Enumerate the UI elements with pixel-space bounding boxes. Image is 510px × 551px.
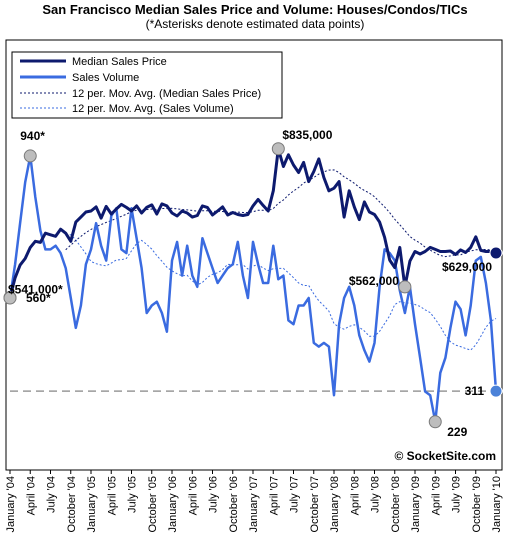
legend-label-volume-avg: 12 per. Mov. Avg. (Sales Volume) [72,103,234,115]
annotation-label: 311 [465,384,485,398]
x-tick-label: April '05 [106,476,118,515]
annotation-label: $541,000* [8,282,63,296]
x-tick-label: October '08 [390,476,402,533]
x-tick-label: October '07 [309,476,321,533]
x-tick-label: October '05 [147,476,159,533]
x-tick-label: October '04 [66,476,78,533]
x-tick-label: January '06 [167,476,179,533]
x-tick-label: July '07 [289,476,301,513]
annotation-label: 940* [20,129,45,143]
x-tick-label: January '05 [86,476,98,533]
annotation-marker [428,415,442,429]
x-tick-label: July '04 [46,476,58,513]
legend: Median Sales Price Sales Volume 12 per. … [11,51,283,119]
x-tick-label: October '06 [228,476,240,533]
x-tick-label: January '07 [248,476,260,533]
annotation-label: 560* [26,291,51,305]
x-tick-label: January '10 [491,476,503,533]
annotation-label: 229 [447,425,467,439]
annotation-marker [271,142,285,156]
legend-box [11,51,283,119]
watermark: © SocketSite.com [394,449,496,463]
annotation-marker [3,291,17,305]
annotation-marker [489,384,503,398]
median-price-line [8,147,497,298]
annotation-label: $835,000 [282,128,332,142]
price-moving-average-line [65,169,497,258]
legend-label-price-avg: 12 per. Mov. Avg. (Median Sales Price) [72,88,261,100]
annotation-marker [398,280,412,294]
x-tick-label: January '04 [5,476,17,533]
x-tick-label: January '08 [329,476,341,533]
annotation-marker [23,149,37,163]
x-tick-label: April '09 [430,476,442,515]
x-tick-label: July '05 [127,476,139,513]
x-axis: January '04 April '04 July '04 October '04 J… [5,470,503,533]
annotation-labels: $541,000*560* 940* $835,000 $562,000 229 $629… [8,128,492,439]
sales-volume-line [8,154,498,424]
x-tick-label: April '08 [349,476,361,515]
x-tick-label: July '06 [208,476,220,513]
chart-subtitle: (*Asterisks denote estimated data points… [145,17,365,31]
x-tick-label: July '08 [370,476,382,513]
x-tick-label: April '07 [268,476,280,515]
x-tick-label: July '09 [451,476,463,513]
x-tick-label: October '09 [471,476,483,533]
legend-label-volume: Sales Volume [72,72,139,84]
x-tick-label: April '06 [187,476,199,515]
annotation-label: $562,000 [349,274,399,288]
chart-title: San Francisco Median Sales Price and Vol… [42,2,468,17]
annotation-markers [3,142,503,429]
x-tick-label: January '09 [410,476,422,533]
legend-label-price: Median Sales Price [72,56,167,68]
annotation-marker [489,246,503,260]
annotation-label: $629,000 [442,260,492,274]
volume-moving-average-line [65,234,497,351]
x-tick-label: April '04 [25,476,37,515]
